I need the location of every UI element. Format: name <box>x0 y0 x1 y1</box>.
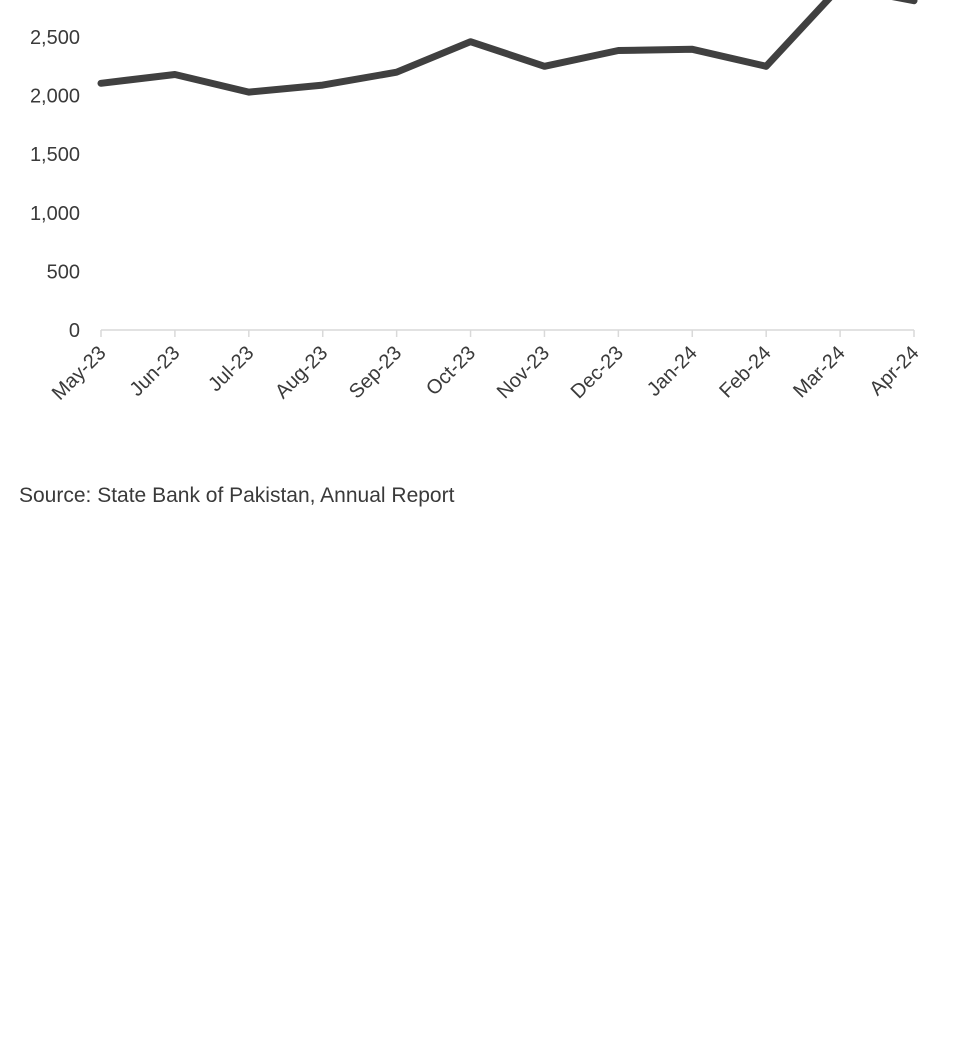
x-tick-label: Jul-23 <box>204 342 258 396</box>
x-tick-label: Aug-23 <box>271 342 332 403</box>
x-axis-labels: May-23 Jun-23 Jul-23 Aug-23 Sep-23 Oct-23 Nov-… <box>48 342 924 405</box>
y-tick-label: 2,500 <box>30 27 80 49</box>
y-axis-ticks: 0 500 1,000 1,500 2,000 2,500 <box>30 27 80 342</box>
x-tick-label: Dec-23 <box>567 342 628 403</box>
y-tick-label: 1,000 <box>30 203 80 225</box>
y-tick-label: 1,500 <box>30 144 80 166</box>
x-axis-ticks <box>100 330 915 337</box>
source-note: Source: State Bank of Pakistan, Annual R… <box>19 484 455 507</box>
x-tick-label: Mar-24 <box>789 342 849 402</box>
line-chart: 0 500 1,000 1,500 2,000 2,500 May-23 Jun-23 Jul… <box>0 0 973 470</box>
x-tick-label: Nov-23 <box>493 342 554 403</box>
x-tick-label: May-23 <box>48 342 111 405</box>
x-tick-label: Oct-23 <box>422 342 480 400</box>
series-layer <box>97 0 918 96</box>
y-tick-label: 500 <box>47 261 80 283</box>
x-tick-label: Jan-24 <box>643 342 702 401</box>
x-tick-label: Apr-24 <box>866 342 924 400</box>
y-tick-label: 2,000 <box>30 86 80 108</box>
x-tick-label: Sep-23 <box>345 342 406 403</box>
chart-canvas: 0 500 1,000 1,500 2,000 2,500 May-23 Jun-23 Jul… <box>30 0 924 405</box>
y-tick-label: 0 <box>69 320 80 342</box>
series-line <box>97 0 918 96</box>
x-tick-label: Feb-24 <box>715 342 775 402</box>
x-tick-label: Jun-23 <box>126 342 185 401</box>
